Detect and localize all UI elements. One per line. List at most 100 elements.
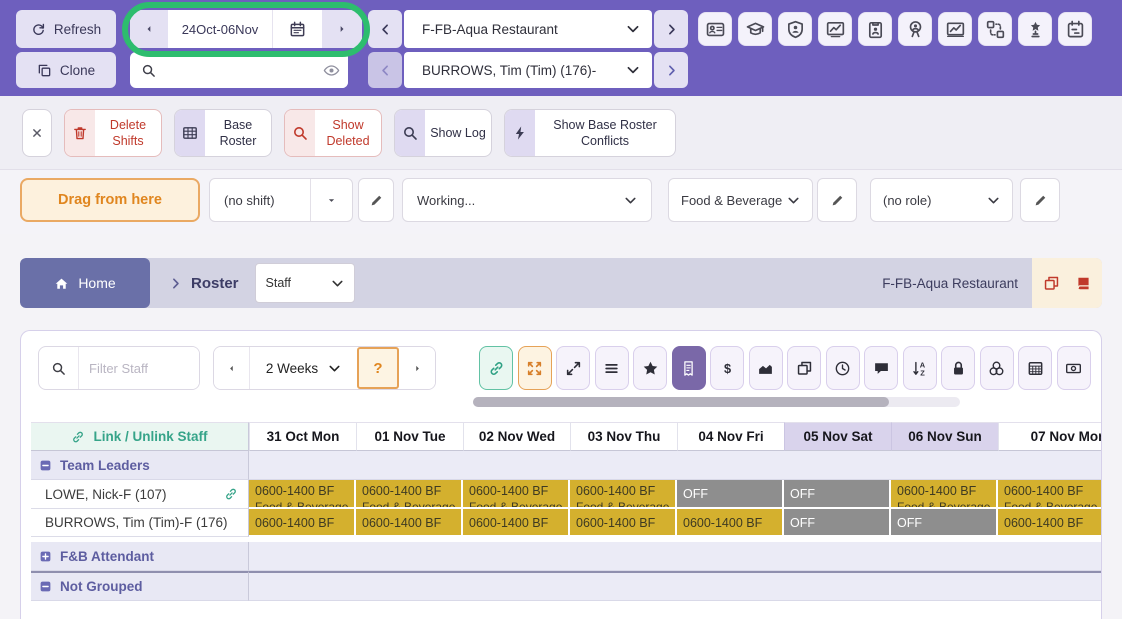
staff-row-name[interactable]: BURROWS, Tim (Tim)-F (176) (31, 509, 249, 537)
link-staff-button[interactable] (479, 346, 513, 390)
search-input[interactable] (166, 52, 314, 88)
staff-filter-input[interactable] (79, 347, 199, 389)
group-row[interactable]: F&B Attendant (31, 542, 249, 571)
copy-pages-button[interactable] (787, 346, 821, 390)
shift-cell[interactable]: 0600-1400 BFFood & Beverage (356, 480, 463, 509)
off-cell[interactable]: OFF (891, 509, 998, 537)
route-ab-button[interactable] (978, 12, 1012, 46)
trophy-button[interactable] (1018, 12, 1052, 46)
copy-roster-button[interactable] (1043, 275, 1060, 292)
week-prev-button[interactable] (214, 347, 249, 389)
shift-cell[interactable]: 0600-1400 BF (249, 509, 356, 537)
calendar-button[interactable] (272, 10, 322, 48)
role-select[interactable]: (no role) (870, 178, 1013, 222)
shift-cell[interactable]: 0600-1400 BFFood & Beverage (249, 480, 356, 509)
receipt-button[interactable] (672, 346, 706, 390)
graduation-cap-button[interactable] (738, 12, 772, 46)
view-select[interactable]: Staff (255, 263, 355, 303)
chat-button[interactable] (864, 346, 898, 390)
delete-shifts-button[interactable]: Delete Shifts (64, 109, 162, 157)
date-range-label[interactable]: 24Oct-06Nov (168, 10, 272, 48)
coins-button[interactable] (980, 346, 1014, 390)
chart-line-button[interactable] (818, 12, 852, 46)
shift-cell[interactable]: 0600-1400 BF (570, 509, 677, 537)
department-edit-button[interactable] (817, 178, 857, 222)
star-button[interactable] (633, 346, 667, 390)
show-deleted-button[interactable]: Show Deleted (284, 109, 382, 157)
resize-button[interactable] (556, 346, 590, 390)
location-select[interactable]: F-FB-Aqua Restaurant (404, 10, 652, 48)
copy-pages-icon (1043, 275, 1060, 292)
date-prev-button[interactable] (130, 10, 168, 48)
department-select[interactable]: Food & Beverage (668, 178, 813, 222)
lock-button[interactable] (941, 346, 975, 390)
base-roster-button[interactable]: Base Roster (174, 109, 272, 157)
show-log-button[interactable]: Show Log (394, 109, 492, 157)
shift-cell[interactable]: 0600-1400 BF (463, 509, 570, 537)
location-prev-button[interactable] (368, 10, 402, 48)
clone-button[interactable]: Clone (16, 52, 116, 88)
breadcrumb-section[interactable]: Roster (191, 275, 239, 292)
shift-cell[interactable]: 0600-1400 BFFood & Beverage (891, 480, 998, 509)
show-base-roster-conflicts-button[interactable]: Show Base Roster Conflicts (504, 109, 676, 157)
menu-button[interactable] (595, 346, 629, 390)
shift-cell[interactable]: 0600-1400 BF (356, 509, 463, 537)
expand-all-button[interactable] (518, 346, 552, 390)
banknote-icon (1065, 360, 1082, 377)
staff-next-button[interactable] (654, 52, 688, 88)
shift-cell[interactable]: 0600-1400 BFFood & Beverage (463, 480, 570, 509)
chart-report-button[interactable] (938, 12, 972, 46)
banknote-button[interactable] (1057, 346, 1091, 390)
home-button[interactable]: Home (20, 258, 150, 308)
shift-cell[interactable]: 0600-1400 BF (998, 509, 1102, 537)
horizontal-scrollbar[interactable] (473, 397, 960, 407)
date-header: 03 Nov Thu (570, 422, 677, 451)
clock-button[interactable] (826, 346, 860, 390)
staff-row-name[interactable]: LOWE, Nick-F (107) (31, 480, 249, 509)
id-card-button[interactable] (698, 12, 732, 46)
top-toolbar: Refresh Clone 24Oct-06Nov F-FB-Aqua Rest… (0, 0, 1122, 96)
shift-edit-button[interactable] (358, 178, 394, 222)
working-filter-select[interactable]: Working... (402, 178, 652, 222)
shift-cell[interactable]: 0600-1400 BF (677, 509, 784, 537)
shift-cell[interactable]: 0600-1400 BFFood & Beverage (998, 480, 1102, 509)
range-select[interactable]: 2 Weeks (249, 347, 357, 389)
help-button[interactable]: ? (357, 347, 399, 389)
location-next-button[interactable] (654, 10, 688, 48)
group-row[interactable]: Not Grouped (31, 571, 249, 601)
group-row[interactable]: Team Leaders (31, 451, 249, 480)
table-grid-button[interactable] (1018, 346, 1052, 390)
home-label: Home (78, 275, 115, 291)
shift-caret-button[interactable] (310, 179, 352, 221)
shield-user-button[interactable] (778, 12, 812, 46)
refresh-button[interactable]: Refresh (16, 10, 116, 48)
area-chart-button[interactable] (749, 346, 783, 390)
scrollbar-thumb[interactable] (473, 397, 889, 407)
week-next-button[interactable] (399, 347, 435, 389)
search-icon (292, 125, 308, 141)
dollar-button[interactable]: $ (710, 346, 744, 390)
staff-prev-button[interactable] (368, 52, 402, 88)
date-next-button[interactable] (322, 10, 362, 48)
off-cell[interactable]: OFF (784, 509, 891, 537)
caret-down-icon (326, 195, 337, 206)
eye-toggle-button[interactable] (314, 52, 348, 88)
shift-select[interactable]: (no shift) (209, 178, 353, 222)
calendar-tasks-button[interactable] (1058, 12, 1092, 46)
receipt-icon (680, 360, 697, 377)
clipboard-user-button[interactable] (858, 12, 892, 46)
svg-text:$: $ (723, 360, 730, 375)
link-unlink-header[interactable]: Link / Unlink Staff (31, 422, 249, 451)
off-cell[interactable]: OFF (677, 480, 784, 509)
pencil-icon (1033, 193, 1048, 208)
drag-source[interactable]: Drag from here (20, 178, 200, 222)
sort-az-button[interactable]: AZ (903, 346, 937, 390)
quick-search (130, 52, 348, 88)
staff-select[interactable]: BURROWS, Tim (Tim) (176)- (404, 52, 652, 88)
off-cell[interactable]: OFF (784, 480, 891, 509)
close-panel-button[interactable] (22, 109, 52, 157)
role-edit-button[interactable] (1020, 178, 1060, 222)
award-user-button[interactable] (898, 12, 932, 46)
shift-cell[interactable]: 0600-1400 BFFood & Beverage (570, 480, 677, 509)
book-button[interactable] (1075, 275, 1092, 292)
